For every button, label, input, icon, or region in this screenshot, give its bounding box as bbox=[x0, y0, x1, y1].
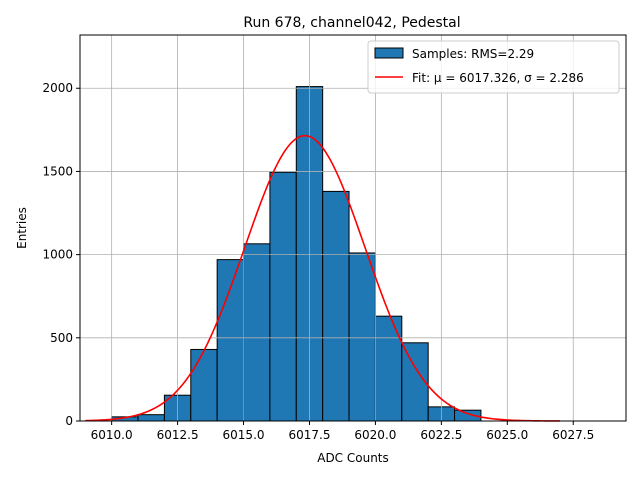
histogram-bar bbox=[190, 348, 218, 422]
x-axis-label: ADC Counts bbox=[317, 451, 389, 465]
histogram-bar bbox=[348, 252, 376, 422]
x-tick-label: 6020.0 bbox=[354, 428, 396, 442]
y-tick-label: 500 bbox=[50, 331, 73, 345]
histogram-bar bbox=[216, 259, 245, 422]
histogram-bar bbox=[374, 315, 403, 422]
y-tick-label: 1500 bbox=[42, 164, 73, 178]
x-tick-label: 6010.0 bbox=[91, 428, 133, 442]
legend-fit-label: Fit: μ = 6017.326, σ = 2.286 bbox=[412, 71, 584, 85]
x-axis-ticks: 6010.0 6012.5 6015.0 6017.5 6020.0 6022.5 6025… bbox=[91, 421, 594, 442]
histogram-bar bbox=[137, 414, 165, 422]
legend-box bbox=[367, 40, 620, 94]
legend-samples-swatch bbox=[374, 47, 404, 59]
chart-title: Run 678, channel042, Pedestal bbox=[243, 15, 460, 31]
x-tick-label: 6027.5 bbox=[552, 428, 594, 442]
x-tick-label: 6025.0 bbox=[486, 428, 528, 442]
fit-curve bbox=[85, 134, 561, 422]
histogram-bar bbox=[401, 342, 429, 422]
x-tick-label: 6015.0 bbox=[223, 428, 265, 442]
histogram-bar bbox=[322, 190, 350, 422]
histogram-bar bbox=[269, 171, 297, 422]
plot-frame bbox=[79, 34, 627, 422]
x-tick-label: 6022.5 bbox=[420, 428, 462, 442]
y-tick-label: 0 bbox=[65, 414, 73, 428]
legend: Samples: RMS=2.29 Fit: μ = 6017.326, σ =… bbox=[367, 40, 620, 94]
y-axis-label: Entries bbox=[15, 207, 29, 249]
legend-samples-label: Samples: RMS=2.29 bbox=[412, 47, 534, 61]
y-tick-label: 2000 bbox=[42, 81, 73, 95]
y-axis-ticks: 0 500 1000 1500 2000 bbox=[42, 81, 80, 428]
histogram-bar bbox=[243, 243, 271, 422]
x-tick-label: 6017.5 bbox=[288, 428, 330, 442]
x-tick-label: 6012.5 bbox=[157, 428, 199, 442]
y-tick-label: 1000 bbox=[42, 248, 73, 262]
